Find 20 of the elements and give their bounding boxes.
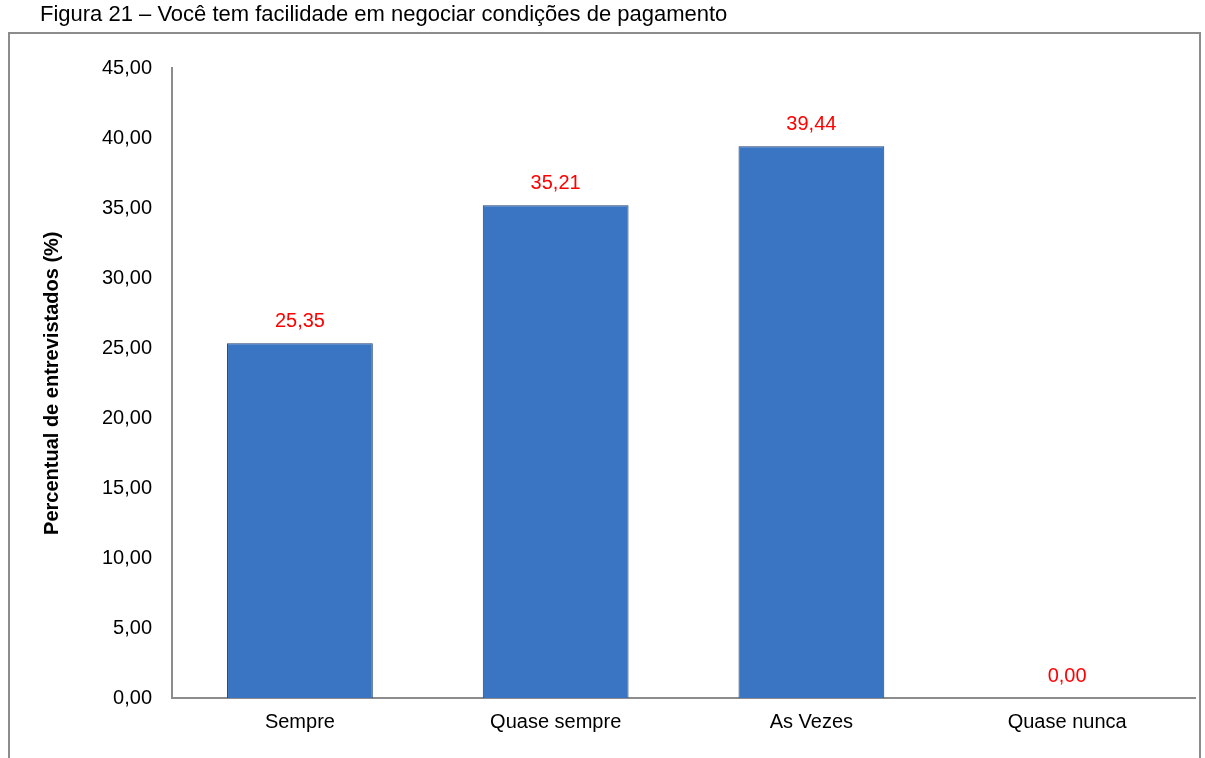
y-tick-label: 40,00 <box>101 125 153 148</box>
y-tick-label: 25,00 <box>101 335 153 358</box>
y-tick-label: 10,00 <box>101 545 153 568</box>
data-label: 39,44 <box>786 111 837 134</box>
y-tick-label: 5,00 <box>113 615 153 638</box>
data-label: 35,21 <box>530 170 581 193</box>
x-tick-label: Quase nunca <box>1007 709 1128 732</box>
x-tick-label: As Vezes <box>769 709 854 732</box>
y-tick-label: 45,00 <box>101 55 153 78</box>
y-tick-label: 0,00 <box>113 685 153 708</box>
data-label: 25,35 <box>274 308 325 331</box>
y-tick-label: 35,00 <box>101 195 153 218</box>
chart-title: Figura 21 – Você tem facilidade em negociar condições de pagamento <box>40 1 728 27</box>
x-tick-label: Sempre <box>264 709 335 732</box>
y-axis-title: Percentual de entrevistados (%) <box>39 231 62 535</box>
y-tick-label: 20,00 <box>101 405 153 428</box>
y-tick-label: 15,00 <box>101 475 153 498</box>
data-label: 0,00 <box>1047 663 1087 686</box>
y-tick-label: 30,00 <box>101 265 153 288</box>
x-tick-label: Quase sempre <box>490 709 622 732</box>
